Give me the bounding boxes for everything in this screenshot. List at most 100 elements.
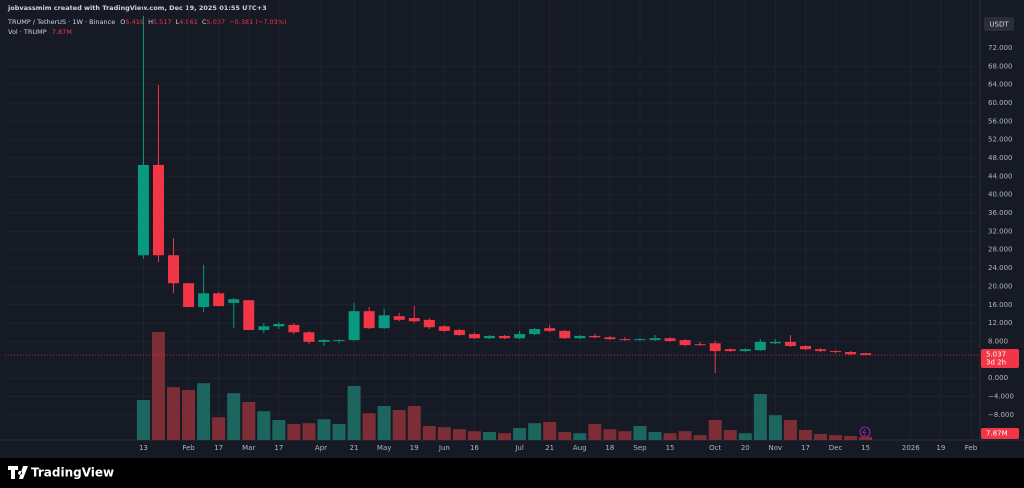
y-tick-label: −8.000 bbox=[988, 411, 1014, 419]
high-value: 5.517 bbox=[153, 18, 172, 26]
x-tick-label: 18 bbox=[605, 444, 614, 452]
volume-bar bbox=[197, 383, 211, 440]
candle-body bbox=[860, 353, 872, 356]
symbol: TRUMP / TetherUS · 1W · Binance bbox=[7, 18, 115, 26]
volume-bar bbox=[543, 422, 557, 440]
x-tick-label: Feb bbox=[965, 444, 978, 452]
y-tick-label: 8.000 bbox=[988, 337, 1008, 345]
volume-title: Vol · TRUMP bbox=[8, 28, 47, 36]
logo-mark bbox=[8, 466, 28, 479]
x-tick-label: 19 bbox=[410, 444, 419, 452]
x-tick-label: Sep bbox=[633, 444, 647, 452]
volume-value: 7.87M bbox=[52, 28, 72, 36]
candle-body bbox=[679, 340, 691, 346]
currency[interactable]: USDT bbox=[989, 21, 1009, 29]
volume-bar bbox=[738, 433, 752, 440]
y-tick-label: 32.000 bbox=[988, 227, 1013, 235]
candle-body bbox=[303, 332, 315, 342]
volume-label: 7.87M bbox=[986, 430, 1008, 438]
candle-body bbox=[423, 319, 435, 328]
volume-bar bbox=[633, 426, 647, 440]
y-tick-label: 52.000 bbox=[988, 136, 1013, 144]
candle-body bbox=[604, 337, 616, 340]
candle-body bbox=[198, 293, 210, 308]
volume-bar bbox=[182, 390, 196, 440]
volume-bar bbox=[829, 435, 843, 440]
candle-body bbox=[408, 318, 420, 322]
x-tick-label: Oct bbox=[709, 444, 721, 452]
volume-bar bbox=[723, 430, 737, 440]
candle-body bbox=[739, 349, 751, 352]
volume-bar bbox=[558, 432, 572, 440]
candle-body bbox=[724, 349, 736, 352]
event-icon-bolt bbox=[862, 427, 867, 437]
x-tick-label: 21 bbox=[545, 444, 554, 452]
y-tick-label: 64.000 bbox=[988, 81, 1013, 89]
candle-body bbox=[830, 351, 842, 353]
candle-body bbox=[529, 329, 541, 335]
y-tick-label: 16.000 bbox=[988, 301, 1013, 309]
open-value: 5.419 bbox=[125, 18, 144, 26]
x-tick-label: 15 bbox=[666, 444, 675, 452]
volume-bar bbox=[362, 413, 376, 440]
candle-body bbox=[288, 324, 300, 333]
candle-body bbox=[544, 328, 556, 331]
candle-body bbox=[273, 324, 285, 327]
last-price-badge bbox=[981, 349, 1019, 369]
volume-bar bbox=[407, 406, 421, 440]
candle-body bbox=[664, 338, 676, 341]
ohlc-label: L bbox=[176, 18, 180, 26]
y-tick-label: 24.000 bbox=[988, 264, 1013, 272]
volume-bar bbox=[573, 433, 587, 440]
candle-body bbox=[589, 335, 601, 338]
volume-bar bbox=[272, 420, 286, 440]
x-tick-label: 13 bbox=[139, 444, 148, 452]
ohlc-label: O bbox=[120, 18, 125, 26]
volume-bar bbox=[242, 402, 256, 440]
volume-bar bbox=[588, 424, 602, 440]
candle-body bbox=[709, 343, 721, 352]
candle-body bbox=[574, 335, 586, 339]
volume-bar bbox=[287, 424, 301, 440]
x-tick-label: 15 bbox=[861, 444, 870, 452]
volume-bar bbox=[212, 417, 226, 440]
candle-body bbox=[769, 341, 781, 344]
currency-badge[interactable] bbox=[984, 17, 1014, 31]
candle-body bbox=[784, 341, 796, 347]
volume-bar bbox=[678, 431, 692, 440]
chart-background bbox=[0, 0, 1024, 458]
volume-bar bbox=[302, 423, 316, 440]
candle-body bbox=[694, 344, 706, 346]
candle-body bbox=[152, 164, 164, 256]
candle-body bbox=[453, 329, 465, 336]
candle-body bbox=[845, 351, 857, 355]
y-tick-label: 0.000 bbox=[988, 374, 1008, 382]
x-tick-label: 2026 bbox=[902, 444, 920, 452]
volume-bar bbox=[859, 436, 873, 440]
x-tick-label: 19 bbox=[936, 444, 945, 452]
volume-bar bbox=[422, 426, 436, 440]
volume-bar bbox=[528, 423, 542, 440]
y-tick-label: 40.000 bbox=[988, 191, 1013, 199]
volume-bar bbox=[783, 420, 797, 440]
volume-bar bbox=[347, 386, 361, 440]
x-tick-label: Dec bbox=[829, 444, 843, 452]
logo: TradingView bbox=[8, 466, 114, 480]
volume-bar bbox=[798, 430, 812, 440]
candle-body bbox=[378, 315, 390, 329]
x-tick-label: 17 bbox=[214, 444, 223, 452]
y-tick-label: 44.000 bbox=[988, 172, 1013, 180]
x-tick-label: Mar bbox=[242, 444, 255, 452]
y-tick-label: 48.000 bbox=[988, 154, 1013, 162]
volume-bar bbox=[693, 435, 707, 440]
x-tick-label: Jul bbox=[514, 444, 524, 452]
candle-body bbox=[634, 339, 646, 341]
volume-bar bbox=[814, 434, 828, 440]
x-tick-label: Nov bbox=[769, 444, 783, 452]
candle-body bbox=[363, 311, 375, 329]
y-tick-label: −4.000 bbox=[988, 392, 1014, 400]
x-tick-label: 16 bbox=[470, 444, 479, 452]
candle-body bbox=[393, 316, 405, 320]
change: −0.381 (−7.03%) bbox=[229, 18, 286, 26]
